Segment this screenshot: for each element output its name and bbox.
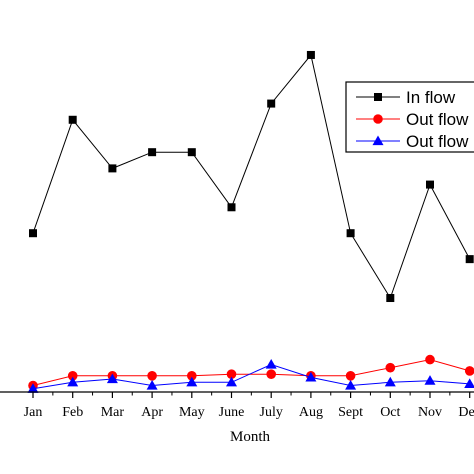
x-tick-label-feb: Feb [62, 405, 83, 420]
x-tick-label-july: July [260, 405, 283, 420]
x-axis-title: Month [230, 429, 271, 445]
data-point-2-apr [147, 370, 157, 381]
x-tick-label-nov: Nov [418, 405, 442, 420]
data-point-3-may [186, 376, 198, 387]
data-point-3-june [226, 376, 237, 387]
data-point-3-sept [345, 380, 357, 390]
data-point-1-oct [386, 294, 395, 303]
data-point-1-nov [426, 180, 434, 189]
data-point-1-july [267, 99, 276, 108]
data-point-3-aug [305, 371, 317, 382]
data-point-1-dec [465, 255, 474, 264]
legend-marker-1 [374, 93, 382, 101]
data-point-1-apr [148, 148, 157, 157]
data-point-1-aug [306, 50, 315, 59]
series-line-3 [32, 363, 470, 390]
legend-label-2: Out flow [406, 110, 469, 129]
data-point-1-may [187, 148, 196, 157]
legend-box [345, 81, 474, 153]
data-point-3-dec [464, 378, 474, 389]
data-point-3-jan [27, 383, 39, 393]
data-point-1-jan [29, 229, 37, 238]
x-tick-label-sept: Sept [338, 405, 363, 420]
data-point-1-mar [108, 164, 117, 173]
series-layer [27, 50, 474, 393]
x-tick-label-oct: Oct [380, 405, 400, 420]
data-point-3-feb [67, 376, 79, 387]
x-tick-layer: Jan Feb Mar Apr May June July Aug Sept Oct Nov Dec [24, 392, 474, 420]
x-tick-label-jan: Jan [24, 405, 43, 420]
data-point-1-june [227, 203, 236, 212]
data-point-3-apr [146, 380, 158, 390]
legend-marker-2 [373, 114, 383, 124]
data-point-3-mar [106, 373, 118, 384]
data-point-3-nov [424, 375, 436, 385]
data-point-1-feb [68, 115, 77, 124]
x-tick-label-apr: Apr [141, 405, 163, 420]
legend-label-3: Out flow [406, 132, 469, 151]
x-tick-label-june: June [219, 405, 245, 420]
legend-label-1: In flow [406, 88, 456, 107]
series-line-2 [32, 359, 470, 386]
series-line-1 [32, 53, 471, 300]
data-point-3-july [265, 358, 277, 369]
x-tick-label-dec: Dec [458, 405, 474, 420]
data-point-3-oct [384, 376, 396, 387]
data-point-2-july [266, 369, 277, 379]
x-tick-label-mar: Mar [101, 405, 125, 420]
legend: In flow Out flow Out flow [345, 81, 474, 153]
data-point-1-sept [346, 229, 355, 238]
data-point-2-sept [345, 370, 356, 381]
data-point-2-dec [464, 366, 474, 376]
legend-marker-3 [372, 135, 384, 146]
data-point-2-oct [385, 362, 396, 373]
x-tick-label-may: May [179, 405, 205, 420]
x-tick-label-aug: Aug [299, 405, 323, 420]
data-point-2-nov [425, 354, 435, 365]
